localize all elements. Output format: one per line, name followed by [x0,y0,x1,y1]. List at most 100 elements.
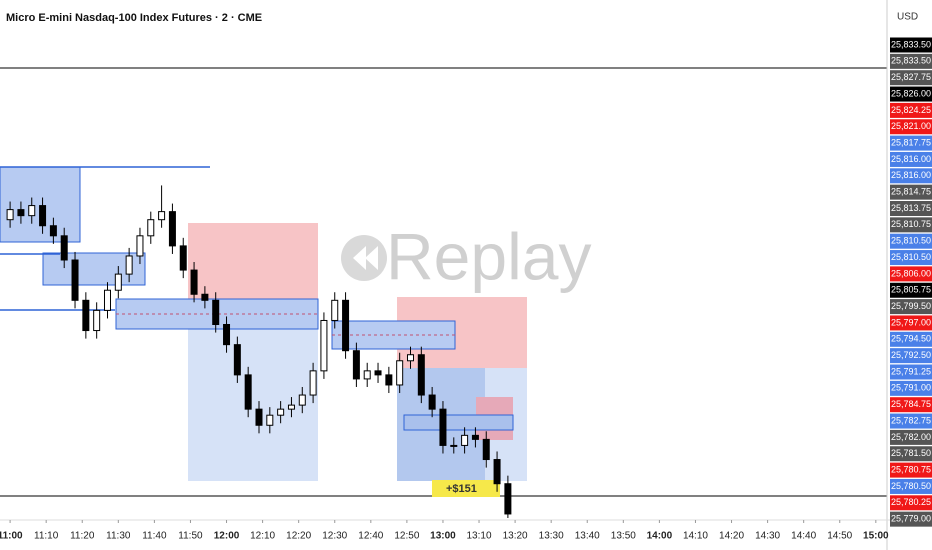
price-tag [890,266,932,282]
price-tag [890,397,932,413]
candle-body [233,344,241,376]
price-tag-label: 25,781.50 [891,448,931,458]
x-tick-label: 15:00 [863,531,889,542]
x-tick-label: 11:40 [142,531,167,542]
x-tick-label: 13:10 [467,531,492,542]
candle-body [406,354,414,362]
price-tag [890,495,932,511]
x-tick-label: 12:40 [358,531,383,542]
price-tag-label: 25,780.25 [891,497,931,507]
price-tag-label: 25,780.50 [891,481,931,491]
price-tag [890,413,932,429]
x-tick-label: 14:00 [647,531,673,542]
x-tick-label: 14:20 [719,531,744,542]
price-tag-label: 25,779.00 [891,514,931,524]
price-tag-label: 25,797.00 [891,317,931,327]
x-tick-label: 12:20 [286,531,311,542]
price-tag-label: 25,817.75 [891,137,931,147]
price-tag-label: 25,824.25 [891,105,931,115]
candle-body [60,235,68,261]
price-tag [890,299,932,315]
price-tag [890,151,932,167]
candle-body [342,299,350,352]
candle-body [71,259,79,301]
price-tag-label: 25,833.50 [891,56,931,66]
candle-body [482,438,490,461]
candle-body [298,394,306,406]
price-tag-label: 25,810.75 [891,219,931,229]
x-tick-label: 13:00 [430,531,456,542]
candle-body [17,209,25,217]
candle-body [179,245,187,271]
price-tag [890,282,932,298]
price-tag [890,70,932,86]
candle-body [450,444,458,447]
candle-body [168,211,176,247]
price-tag [890,217,932,233]
price-tag [890,478,932,494]
candle-body [320,319,328,372]
candle-body [93,309,101,332]
price-tag-label: 25,799.50 [891,301,931,311]
candle-body [471,434,479,440]
price-tag-label: 25,782.00 [891,432,931,442]
candle-body [103,289,111,311]
price-tag [890,201,932,216]
price-tag-label: 25,810.50 [891,236,931,246]
x-tick-label: 12:50 [394,531,419,542]
candle-body [190,269,198,295]
price-tag-label: 25,816.00 [891,154,931,164]
trade-label-bg [432,480,500,497]
candle-body [439,408,447,446]
price-tag [890,462,932,478]
price-tag [890,331,932,347]
x-tick-label: 14:40 [791,531,816,542]
x-tick-label: 11:30 [106,531,131,542]
candle-body [417,354,425,396]
price-tag [890,429,932,445]
candle-body [255,408,263,426]
price-tag-label: 25,827.75 [891,72,931,82]
price-tag [890,86,932,102]
candle-body [136,235,144,257]
candle-body [396,360,404,386]
x-tick-label: 14:50 [827,531,852,542]
candle-body [39,205,47,227]
price-tag-label: 25,792.50 [891,350,931,360]
price-tag-label: 25,791.25 [891,366,931,376]
trade-label: +$151 [446,483,477,495]
x-tick-label: 11:00 [0,531,23,542]
candle-body [244,374,252,410]
price-tag [890,102,932,118]
candle-body [266,414,274,426]
x-tick-label: 14:10 [683,531,708,542]
price-tag-label: 25,826.00 [891,88,931,98]
target-zone [188,329,318,481]
candle-body [385,374,393,386]
candle-body [287,404,295,410]
candle-body [147,219,155,237]
x-tick-label: 13:30 [539,531,564,542]
stop-zone [188,223,318,300]
price-tag-label: 25,810.50 [891,252,931,262]
price-tag [890,364,932,380]
price-tag-label: 25,794.50 [891,334,931,344]
candle-body [114,273,122,291]
price-tag-label: 25,813.75 [891,203,931,213]
candles [6,185,512,518]
candle-body [493,459,501,485]
price-tag-label: 25,821.00 [891,121,931,131]
candle-body [363,370,371,380]
price-tag-label: 25,816.00 [891,170,931,180]
candle-body [82,299,90,332]
price-tag [890,380,932,396]
watermark-icon [353,246,378,270]
price-tag-label: 25,814.75 [891,187,931,197]
x-tick-label: 11:10 [34,531,59,542]
candle-body [28,205,36,217]
x-tick-label: 11:20 [70,531,95,542]
chart-title: Micro E-mini Nasdaq-100 Index Futures · … [6,12,262,24]
x-tick-label: 13:50 [611,531,636,542]
x-tick-label: 12:10 [250,531,275,542]
